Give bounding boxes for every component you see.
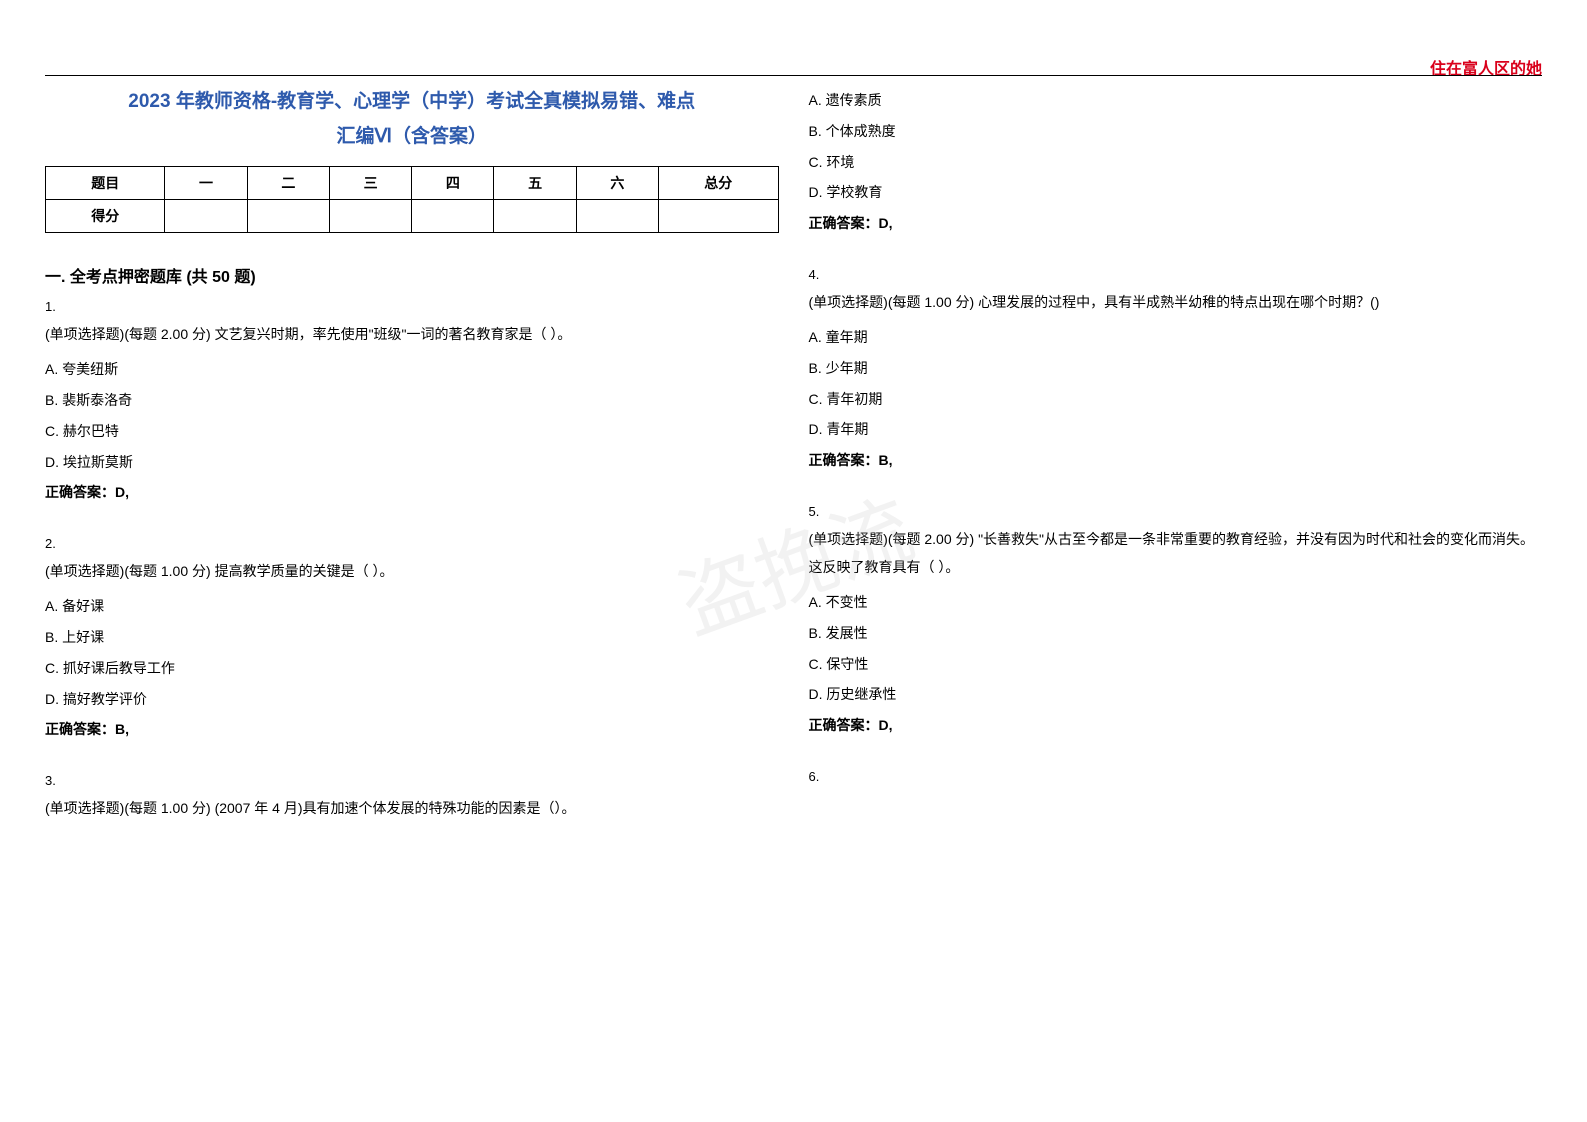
- question-answer: 正确答案：D,: [809, 208, 1543, 239]
- table-row: 题目 一 二 三 四 五 六 总分: [46, 167, 779, 200]
- table-header: 六: [576, 167, 658, 200]
- question-option: C. 赫尔巴特: [45, 416, 779, 447]
- table-header: 总分: [659, 167, 778, 200]
- table-header: 四: [412, 167, 494, 200]
- table-header: 五: [494, 167, 576, 200]
- question-number: 6.: [809, 769, 1543, 784]
- question-block: 3. (单项选择题)(每题 1.00 分) (2007 年 4 月)具有加速个体…: [45, 773, 779, 822]
- document-title-line2: 汇编Ⅵ（含答案）: [45, 121, 779, 148]
- question-option: A. 夸美纽斯: [45, 354, 779, 385]
- left-column: 2023 年教师资格-教育学、心理学（中学）考试全真模拟易错、难点 汇编Ⅵ（含答…: [45, 85, 779, 850]
- question-number: 3.: [45, 773, 779, 788]
- question-answer: 正确答案：B,: [809, 445, 1543, 476]
- question-answer: 正确答案：D,: [45, 477, 779, 508]
- table-cell: [659, 200, 778, 233]
- question-option: D. 学校教育: [809, 177, 1543, 208]
- right-column: A. 遗传素质 B. 个体成熟度 C. 环境 D. 学校教育 正确答案：D, 4…: [809, 85, 1543, 850]
- question-option: C. 环境: [809, 147, 1543, 178]
- question-option: C. 保守性: [809, 649, 1543, 680]
- question-option: A. 不变性: [809, 587, 1543, 618]
- question-stem: (单项选择题)(每题 2.00 分) 文艺复兴时期，率先使用"班级"一词的著名教…: [45, 320, 779, 348]
- question-stem: (单项选择题)(每题 1.00 分) 提高教学质量的关键是（ ）。: [45, 557, 779, 585]
- question-block: A. 遗传素质 B. 个体成熟度 C. 环境 D. 学校教育 正确答案：D,: [809, 85, 1543, 239]
- table-cell: [247, 200, 329, 233]
- question-answer: 正确答案：D,: [809, 710, 1543, 741]
- question-option: D. 历史继承性: [809, 679, 1543, 710]
- table-row: 得分: [46, 200, 779, 233]
- question-option: A. 童年期: [809, 322, 1543, 353]
- table-cell: [329, 200, 411, 233]
- top-divider: [45, 75, 1542, 76]
- question-block: 2. (单项选择题)(每题 1.00 分) 提高教学质量的关键是（ ）。 A. …: [45, 536, 779, 745]
- question-option: D. 埃拉斯莫斯: [45, 447, 779, 478]
- table-header: 一: [165, 167, 247, 200]
- section-heading: 一. 全考点押密题库 (共 50 题): [45, 263, 779, 287]
- question-option: C. 青年初期: [809, 384, 1543, 415]
- question-block: 6.: [809, 769, 1543, 784]
- question-stem: (单项选择题)(每题 1.00 分) (2007 年 4 月)具有加速个体发展的…: [45, 794, 779, 822]
- table-header: 二: [247, 167, 329, 200]
- question-option: B. 裴斯泰洛奇: [45, 385, 779, 416]
- question-stem: (单项选择题)(每题 2.00 分) "长善救失"从古至今都是一条非常重要的教育…: [809, 525, 1543, 581]
- table-cell: [576, 200, 658, 233]
- question-block: 1. (单项选择题)(每题 2.00 分) 文艺复兴时期，率先使用"班级"一词的…: [45, 299, 779, 508]
- question-option: C. 抓好课后教导工作: [45, 653, 779, 684]
- question-option: D. 搞好教学评价: [45, 684, 779, 715]
- question-number: 1.: [45, 299, 779, 314]
- question-block: 5. (单项选择题)(每题 2.00 分) "长善救失"从古至今都是一条非常重要…: [809, 504, 1543, 741]
- question-number: 5.: [809, 504, 1543, 519]
- table-header: 题目: [46, 167, 165, 200]
- question-option: B. 上好课: [45, 622, 779, 653]
- question-option: B. 个体成熟度: [809, 116, 1543, 147]
- question-option: A. 遗传素质: [809, 85, 1543, 116]
- question-answer: 正确答案：B,: [45, 714, 779, 745]
- question-option: B. 发展性: [809, 618, 1543, 649]
- question-option: D. 青年期: [809, 414, 1543, 445]
- score-table: 题目 一 二 三 四 五 六 总分 得分: [45, 166, 779, 233]
- table-header: 三: [329, 167, 411, 200]
- table-row-label: 得分: [46, 200, 165, 233]
- question-stem: (单项选择题)(每题 1.00 分) 心理发展的过程中，具有半成熟半幼稚的特点出…: [809, 288, 1543, 316]
- question-option: A. 备好课: [45, 591, 779, 622]
- table-cell: [494, 200, 576, 233]
- table-cell: [412, 200, 494, 233]
- document-title-line1: 2023 年教师资格-教育学、心理学（中学）考试全真模拟易错、难点: [45, 85, 779, 119]
- question-block: 4. (单项选择题)(每题 1.00 分) 心理发展的过程中，具有半成熟半幼稚的…: [809, 267, 1543, 476]
- table-cell: [165, 200, 247, 233]
- question-number: 4.: [809, 267, 1543, 282]
- question-option: B. 少年期: [809, 353, 1543, 384]
- two-column-layout: 2023 年教师资格-教育学、心理学（中学）考试全真模拟易错、难点 汇编Ⅵ（含答…: [45, 85, 1542, 850]
- question-number: 2.: [45, 536, 779, 551]
